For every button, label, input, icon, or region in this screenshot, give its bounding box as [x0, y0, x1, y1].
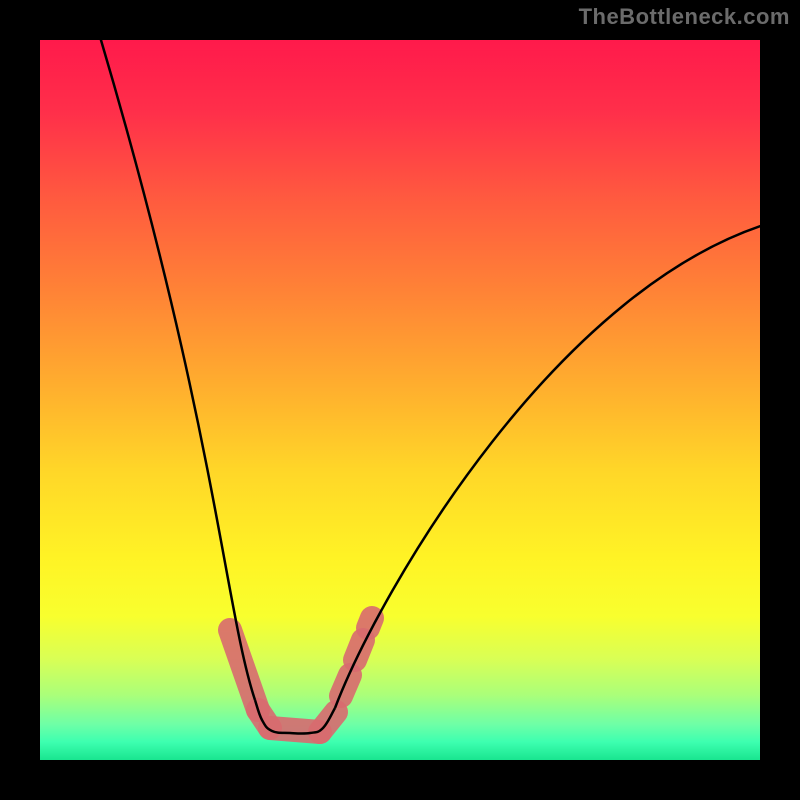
bottleneck-plot [0, 0, 800, 800]
chart-canvas: TheBottleneck.com [0, 0, 800, 800]
watermark-text: TheBottleneck.com [579, 4, 790, 30]
plot-background [40, 40, 760, 760]
